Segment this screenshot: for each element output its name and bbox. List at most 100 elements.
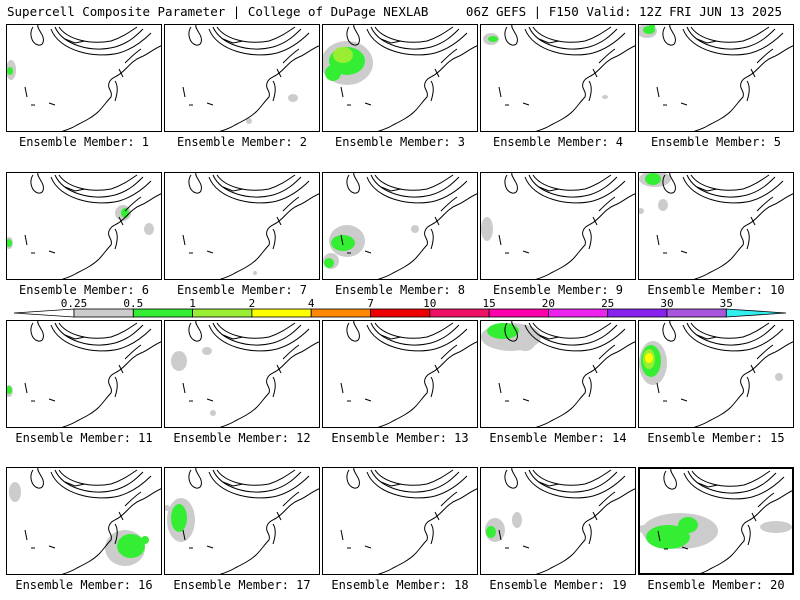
coastline <box>219 406 258 427</box>
coastline <box>374 26 454 43</box>
ensemble-member-10-map <box>638 172 794 280</box>
coastline <box>440 344 458 360</box>
scp-field <box>483 25 635 131</box>
coastline <box>98 72 122 112</box>
coastline <box>24 382 28 394</box>
coastline <box>731 516 755 556</box>
colorbar-swatch <box>548 308 609 318</box>
coastline <box>538 38 560 44</box>
coastline <box>377 553 416 574</box>
colorbar-swatch <box>132 308 194 318</box>
coastline <box>24 529 28 541</box>
coastline <box>98 515 122 555</box>
ensemble-member-label: Ensemble Member: 11 <box>15 431 153 445</box>
scp-field <box>481 173 635 279</box>
coastline <box>592 68 598 78</box>
colorbar-tick-label: 0.5 <box>123 297 143 310</box>
coastline <box>222 334 244 340</box>
coastline <box>124 196 142 212</box>
scp-contour-fill <box>324 258 334 268</box>
scp-contour-fill <box>645 353 653 363</box>
ensemble-member-label: Ensemble Member: 4 <box>492 135 624 149</box>
coastline <box>120 341 161 370</box>
coastline <box>746 228 750 250</box>
coastline <box>340 86 344 98</box>
coastline <box>522 102 530 106</box>
coastline <box>272 376 276 398</box>
scp-contour-fill <box>486 526 496 538</box>
coastline <box>524 176 626 204</box>
coastline <box>657 530 661 542</box>
colorbar-swatch <box>370 308 431 318</box>
coastline <box>370 174 460 198</box>
coastline <box>524 471 626 499</box>
coastline <box>64 186 86 192</box>
coastline <box>656 234 660 246</box>
scp-field <box>323 25 477 131</box>
ensemble-member-label: Ensemble Member: 16 <box>15 578 153 592</box>
ensemble-member-16-map <box>6 467 162 575</box>
coastline <box>48 250 56 254</box>
coastline <box>374 174 454 191</box>
coastline <box>272 523 276 545</box>
coastline <box>588 376 592 398</box>
ensemble-member-9-map <box>480 172 636 280</box>
scp-contour-fill <box>9 482 21 502</box>
coastline <box>370 469 460 493</box>
ensemble-member-label: Ensemble Member: 2 <box>176 135 308 149</box>
scp-contour-fill <box>141 536 149 544</box>
coastline <box>30 25 44 46</box>
coastline <box>54 174 144 198</box>
coastline <box>504 321 518 342</box>
coastline <box>276 216 282 226</box>
coastline <box>693 406 732 427</box>
coastline <box>750 216 756 226</box>
coastline <box>522 250 530 254</box>
scp-contour-fill <box>7 386 12 394</box>
coastline <box>434 68 440 78</box>
colorbar-swatch <box>251 308 312 318</box>
coastline <box>364 102 372 106</box>
coastline <box>380 481 402 487</box>
coastline <box>594 341 635 370</box>
coastline <box>64 481 86 487</box>
coastline <box>340 234 344 246</box>
colorbar-tick-label: 1 <box>189 297 196 310</box>
coastline <box>216 322 296 339</box>
coastline <box>182 234 186 246</box>
coastline <box>219 258 258 279</box>
coastline <box>282 196 300 212</box>
coastline <box>690 322 770 339</box>
coastline <box>696 334 718 340</box>
coastline <box>592 216 598 226</box>
coastline <box>58 174 138 191</box>
coastline <box>256 515 280 555</box>
scp-field <box>639 173 793 279</box>
coastline <box>124 344 142 360</box>
coastline <box>690 26 770 43</box>
coastline <box>182 86 186 98</box>
coastline <box>377 110 416 131</box>
colorbar-tick-label: 7 <box>367 297 374 310</box>
coastline <box>114 376 118 398</box>
scp-contour-fill <box>481 217 493 241</box>
coastline <box>118 216 124 226</box>
coastline <box>440 196 458 212</box>
coastline <box>50 471 152 499</box>
coastline <box>188 321 202 342</box>
coastline <box>30 321 44 342</box>
coastline <box>430 228 434 250</box>
coastline <box>746 376 750 398</box>
coastline <box>498 86 502 98</box>
coastline <box>730 220 754 260</box>
coastline <box>370 322 460 346</box>
coastline <box>686 174 776 198</box>
coastline <box>592 364 598 374</box>
coastline <box>216 174 296 191</box>
coastline <box>750 364 756 374</box>
coastline <box>693 258 732 279</box>
coastline <box>48 102 56 106</box>
coastline <box>364 545 372 549</box>
coastline <box>340 529 344 541</box>
ensemble-member-11-map <box>6 320 162 428</box>
